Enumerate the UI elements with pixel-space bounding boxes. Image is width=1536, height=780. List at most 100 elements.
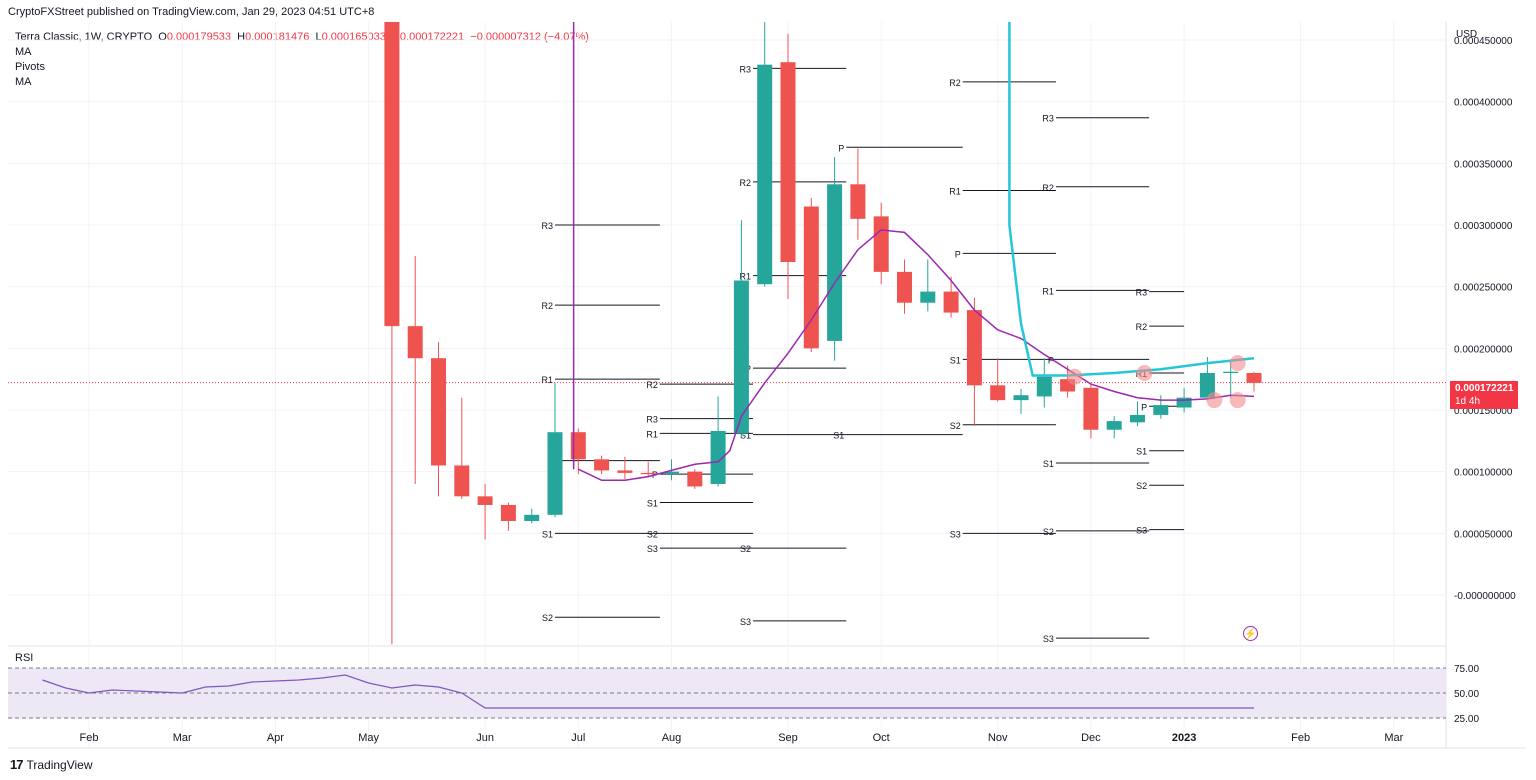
pivot-label: S2 [542, 613, 553, 623]
candles [384, 22, 1262, 645]
candle-body [1083, 387, 1099, 430]
pivot-label: R2 [646, 380, 658, 390]
pivot-label: S1 [1043, 459, 1054, 469]
pivot-label: R3 [740, 64, 752, 74]
candle-body [594, 459, 610, 471]
price-tick-label: 0.000400000 [1454, 98, 1513, 109]
candle-body [407, 326, 423, 359]
pivot-label: R3 [541, 221, 553, 231]
candle-body [1153, 405, 1169, 415]
pivot-label: S2 [950, 421, 961, 431]
candle-body [897, 271, 912, 303]
candle-body [990, 385, 1006, 401]
high-label: H [237, 31, 246, 43]
price-tick-label: 0.000450000 [1454, 36, 1513, 47]
pivot-label: S2 [740, 544, 751, 554]
time-tick-label: 2023 [1172, 732, 1196, 744]
indicator-pivots[interactable]: Pivots [15, 61, 45, 73]
indicator-ma-2[interactable]: MA [15, 76, 32, 88]
currency-label: USD [1456, 29, 1478, 40]
candle-body [850, 184, 866, 219]
price-tick-label: -0.000000000 [1454, 591, 1516, 602]
candle-body [966, 310, 982, 386]
candle-body [1013, 395, 1029, 401]
pivot-label: R3 [646, 415, 658, 425]
pivot-label: P [838, 143, 844, 153]
candle-body [477, 496, 493, 505]
rsi-pane: 75.00 50.00 25.00 [8, 664, 1479, 725]
ma-purple-line [577, 229, 1255, 482]
pivot-label: R1 [541, 375, 553, 385]
pivot-label: R2 [1136, 322, 1148, 332]
bar-countdown: 1d 4h [1455, 396, 1481, 407]
candle-body [547, 432, 563, 515]
price-tick-label: 0.000250000 [1454, 283, 1513, 294]
candle-body [733, 280, 749, 434]
price-tick-label: 0.000150000 [1454, 406, 1513, 417]
candle-body [1106, 421, 1122, 430]
pivot-label: S2 [647, 529, 658, 539]
signal-marker [1229, 392, 1246, 409]
candle-body [687, 471, 703, 487]
candle-body [570, 432, 586, 460]
signal-marker [1066, 368, 1083, 385]
price-tick-label: 0.000350000 [1454, 159, 1513, 170]
low-label: L [315, 31, 322, 43]
time-axis: Feb Mar Apr May Jun Jul Aug Sep Oct Nov Dec 2023 Feb… [80, 732, 1404, 744]
pivot-label: P [1141, 402, 1147, 412]
pivot-label: S3 [647, 544, 658, 554]
time-tick-label: Feb [1291, 732, 1310, 744]
pivot-label: S2 [1136, 481, 1147, 491]
candle-body [524, 514, 540, 521]
indicator-ma-1[interactable]: MA [15, 46, 32, 58]
candle-body [454, 465, 470, 497]
pivot-label: S1 [740, 431, 751, 441]
candle-body [920, 291, 936, 303]
time-tick-label: May [358, 732, 379, 744]
pivot-label: S3 [950, 529, 961, 539]
publisher-header: CryptoFXStreet published on TradingView.… [8, 6, 375, 18]
time-tick-label: Jul [571, 732, 585, 744]
pivot-label: R2 [740, 178, 752, 188]
last-price-tag: 0.000172221 1d 4h [1450, 381, 1518, 409]
time-tick-label: Oct [873, 732, 890, 744]
pivot-label: S1 [833, 431, 844, 441]
candle-body [1199, 373, 1215, 398]
open-label: O [158, 31, 167, 43]
time-tick-label: Nov [988, 732, 1008, 744]
time-tick-label: Aug [662, 732, 682, 744]
pivot-label: R3 [1042, 114, 1054, 124]
pivot-label: P [955, 249, 961, 259]
pivot-label: R2 [541, 301, 553, 311]
candle-body [640, 472, 656, 475]
pivot-label: S2 [1043, 527, 1054, 537]
candle-body [500, 504, 516, 521]
candle-body [1176, 397, 1192, 408]
pivot-label: S1 [950, 355, 961, 365]
time-tick-label: Jun [476, 732, 494, 744]
tradingview-logo[interactable]: 17 TradingView [10, 757, 93, 772]
time-tick-label: Feb [80, 732, 99, 744]
candle-body [943, 291, 959, 313]
candle-body [1130, 414, 1145, 423]
pivot-label: P [1048, 355, 1054, 365]
signal-marker [1229, 355, 1246, 372]
pivot-lines: R3 R2 R1 P S1 S2 R3 R2 R1 P S1 S2 S3 R3 R2 R1 P S1 S2 S3 P S1… [541, 64, 1185, 644]
candle-body [757, 64, 773, 285]
pivot-label: R2 [1042, 183, 1054, 193]
brand-name: TradingView [26, 757, 93, 772]
candle-body [1223, 371, 1239, 373]
flash-icon[interactable]: ⚡ [1243, 626, 1258, 641]
price-tick-label: 0.000200000 [1454, 344, 1513, 355]
pivot-label: S1 [542, 529, 553, 539]
time-tick-label: Sep [778, 732, 798, 744]
price-tick-label: 0.000050000 [1454, 529, 1513, 540]
signal-marker [1206, 392, 1223, 409]
time-tick-label: Apr [267, 732, 284, 744]
pivot-label: R1 [1042, 286, 1054, 296]
candle-body [384, 22, 400, 327]
rsi-tick-label: 50.00 [1454, 689, 1479, 700]
pivot-label: S3 [1136, 526, 1147, 536]
rsi-title[interactable]: RSI [15, 652, 34, 664]
